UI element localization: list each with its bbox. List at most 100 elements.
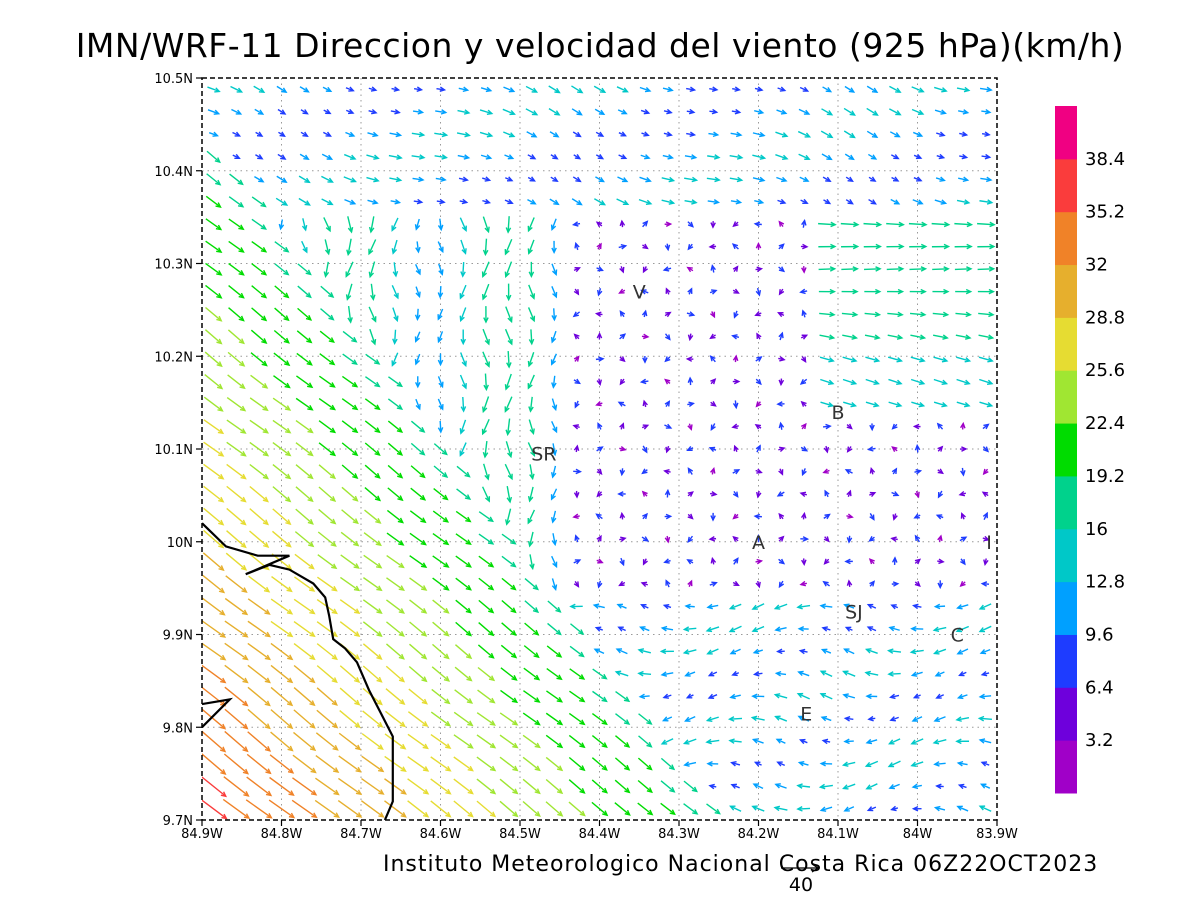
wind-arrow-head (234, 131, 242, 137)
wind-arrow-head (438, 381, 444, 389)
wind-arrow-shaft (455, 577, 472, 591)
wind-arrow-head (711, 581, 718, 587)
wind-arrow-shaft (205, 195, 221, 208)
wind-arrow-head (755, 534, 762, 541)
wind-arrow-shaft (638, 735, 652, 748)
place-label: I (986, 532, 992, 554)
wind-arrow-head (574, 241, 580, 249)
wind-arrow-head (285, 450, 292, 457)
wind-arrow-head (575, 131, 582, 138)
wind-arrow-head (391, 248, 398, 255)
wind-arrow-head (601, 719, 608, 726)
wind-arrow-shaft (571, 85, 583, 94)
wind-arrow-head (400, 743, 407, 750)
wind-arrow-head (624, 810, 631, 816)
wind-arrow-shaft (342, 353, 358, 365)
wind-arrow-head (919, 357, 926, 363)
wind-arrow-head (445, 811, 452, 818)
wind-arrow-head (286, 700, 294, 707)
wind-arrow-shaft (545, 734, 563, 748)
wind-arrow-shaft (369, 328, 376, 345)
wind-arrow-shaft (863, 222, 881, 226)
wind-arrow-head (527, 383, 533, 390)
reference-vector-label: 40 (789, 874, 813, 896)
wind-arrow-head (331, 677, 338, 684)
wind-arrow-head (329, 473, 337, 480)
wind-arrow-head (486, 109, 494, 115)
wind-arrow-head (642, 536, 650, 542)
wind-arrow-head (660, 739, 668, 745)
wind-arrow-shaft (341, 464, 358, 479)
wind-arrow-head (708, 446, 716, 452)
wind-arrow-head (596, 242, 602, 250)
wind-arrow-shaft (506, 485, 511, 502)
wind-arrow-shaft (297, 285, 312, 298)
wind-arrow-head (325, 108, 332, 115)
wind-arrow-shaft (522, 734, 541, 748)
wind-arrow-head (465, 539, 472, 545)
wind-arrow-head (823, 558, 830, 565)
wind-arrow-head (734, 86, 741, 92)
wind-arrow-head (216, 247, 223, 253)
wind-arrow-shaft (529, 554, 534, 569)
wind-arrow-head (960, 536, 968, 542)
wind-arrow-head (347, 108, 355, 115)
wind-arrow-head (935, 783, 942, 790)
wind-arrow-head (555, 629, 562, 636)
wind-arrow-head (257, 109, 265, 115)
colorbar-segment (1055, 687, 1077, 741)
wind-arrow-shaft (844, 604, 855, 609)
wind-arrow-head (888, 784, 895, 790)
wind-arrow-shaft (366, 154, 379, 160)
wind-arrow-head (392, 338, 398, 346)
wind-arrow-shaft (798, 671, 810, 677)
wind-arrow-head (283, 246, 290, 253)
wind-arrow-head (687, 376, 694, 383)
wind-arrow-head (594, 626, 602, 632)
wind-arrow-head (596, 331, 603, 339)
wind-arrow-head (368, 271, 375, 279)
wind-arrow-head (414, 381, 421, 389)
wind-arrow-head (660, 671, 668, 677)
wind-arrow-head (445, 743, 452, 749)
wind-arrow-shaft (684, 155, 696, 159)
wind-arrow-head (729, 693, 736, 700)
wind-arrow-head (639, 378, 647, 385)
wind-arrow-shaft (551, 286, 557, 298)
wind-arrow-shaft (367, 199, 378, 204)
wind-arrow-shaft (752, 716, 765, 721)
colorbar-label: 25.6 (1085, 360, 1125, 381)
wind-arrow-shaft (932, 268, 949, 271)
wind-arrow-head (437, 224, 444, 232)
wind-arrow-head (933, 805, 941, 812)
wind-arrow-shaft (480, 154, 491, 159)
wind-arrow-shaft (324, 261, 329, 277)
wind-arrow-head (751, 805, 758, 811)
wind-arrow-head (353, 654, 361, 661)
wind-arrow-head (284, 360, 291, 367)
wind-arrow-head (283, 269, 290, 276)
wind-arrow-shaft (340, 554, 359, 569)
wind-arrow-head (391, 360, 397, 367)
wind-arrow-head (486, 132, 494, 138)
wind-arrow-head (261, 338, 268, 345)
wind-arrow-head (287, 723, 294, 730)
wind-arrow-head (534, 788, 541, 795)
wind-arrow-head (830, 243, 837, 250)
wind-arrow-head (287, 631, 294, 638)
wind-arrow-head (850, 379, 858, 385)
wind-arrow-head (986, 401, 994, 408)
wind-arrow-shaft (638, 672, 652, 676)
wind-arrow-head (978, 693, 986, 700)
wind-arrow-head (823, 446, 830, 454)
wind-arrow-head (529, 154, 537, 160)
wind-arrow-head (285, 473, 292, 480)
wind-arrow-head (243, 791, 250, 797)
wind-arrow-head (619, 310, 626, 317)
wind-arrow-head (238, 315, 245, 322)
wind-arrow-head (219, 609, 226, 616)
wind-arrow-shaft (385, 710, 406, 727)
wind-arrow-shaft (820, 784, 833, 788)
wind-arrow-head (935, 514, 943, 520)
wind-arrow-head (484, 176, 492, 182)
